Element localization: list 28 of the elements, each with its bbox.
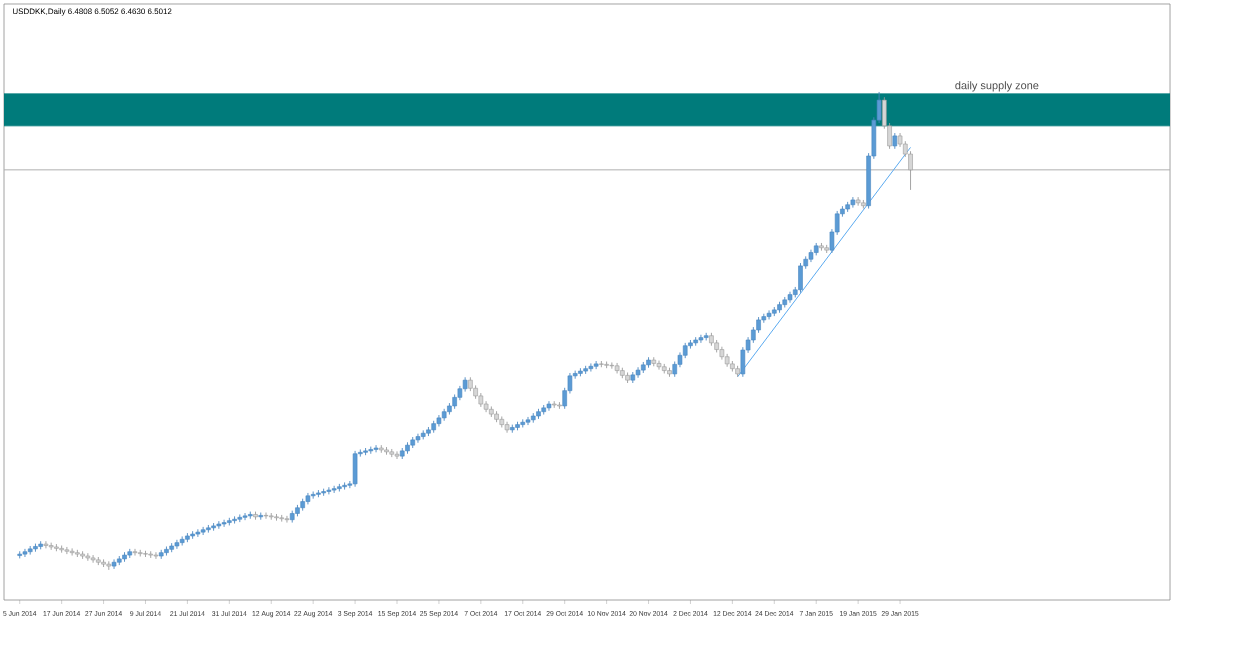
candlestick	[352, 450, 358, 488]
candlestick	[326, 486, 332, 495]
candlestick	[342, 481, 347, 491]
candlestick	[69, 547, 75, 556]
candlestick	[609, 362, 615, 370]
candlestick	[588, 362, 594, 372]
candlestick	[153, 551, 159, 560]
candlestick	[263, 512, 269, 520]
candlestick	[232, 515, 237, 524]
candlestick	[656, 360, 662, 371]
candlestick	[284, 515, 290, 524]
candlestick	[593, 360, 599, 370]
candlestick	[132, 548, 138, 556]
candlestick	[90, 554, 96, 564]
candlestick	[394, 450, 400, 460]
candlestick	[798, 262, 803, 294]
candlestick	[43, 540, 49, 549]
candlestick	[331, 485, 337, 494]
candlestick	[64, 546, 70, 555]
candlestick	[855, 196, 861, 207]
candlestick	[787, 291, 793, 304]
candlestick	[766, 309, 772, 320]
candlestick	[195, 528, 201, 538]
candlestick	[850, 196, 856, 209]
candlestick	[436, 414, 442, 427]
candlestick	[200, 526, 206, 536]
candlestick	[221, 519, 227, 528]
candlestick	[111, 558, 117, 570]
